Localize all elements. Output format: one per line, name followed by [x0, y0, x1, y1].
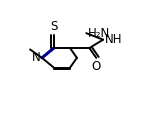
Text: O: O [92, 60, 101, 73]
Text: S: S [50, 20, 57, 33]
Text: N: N [32, 51, 41, 64]
Text: H₂N: H₂N [88, 27, 110, 40]
Text: NH: NH [105, 33, 123, 46]
